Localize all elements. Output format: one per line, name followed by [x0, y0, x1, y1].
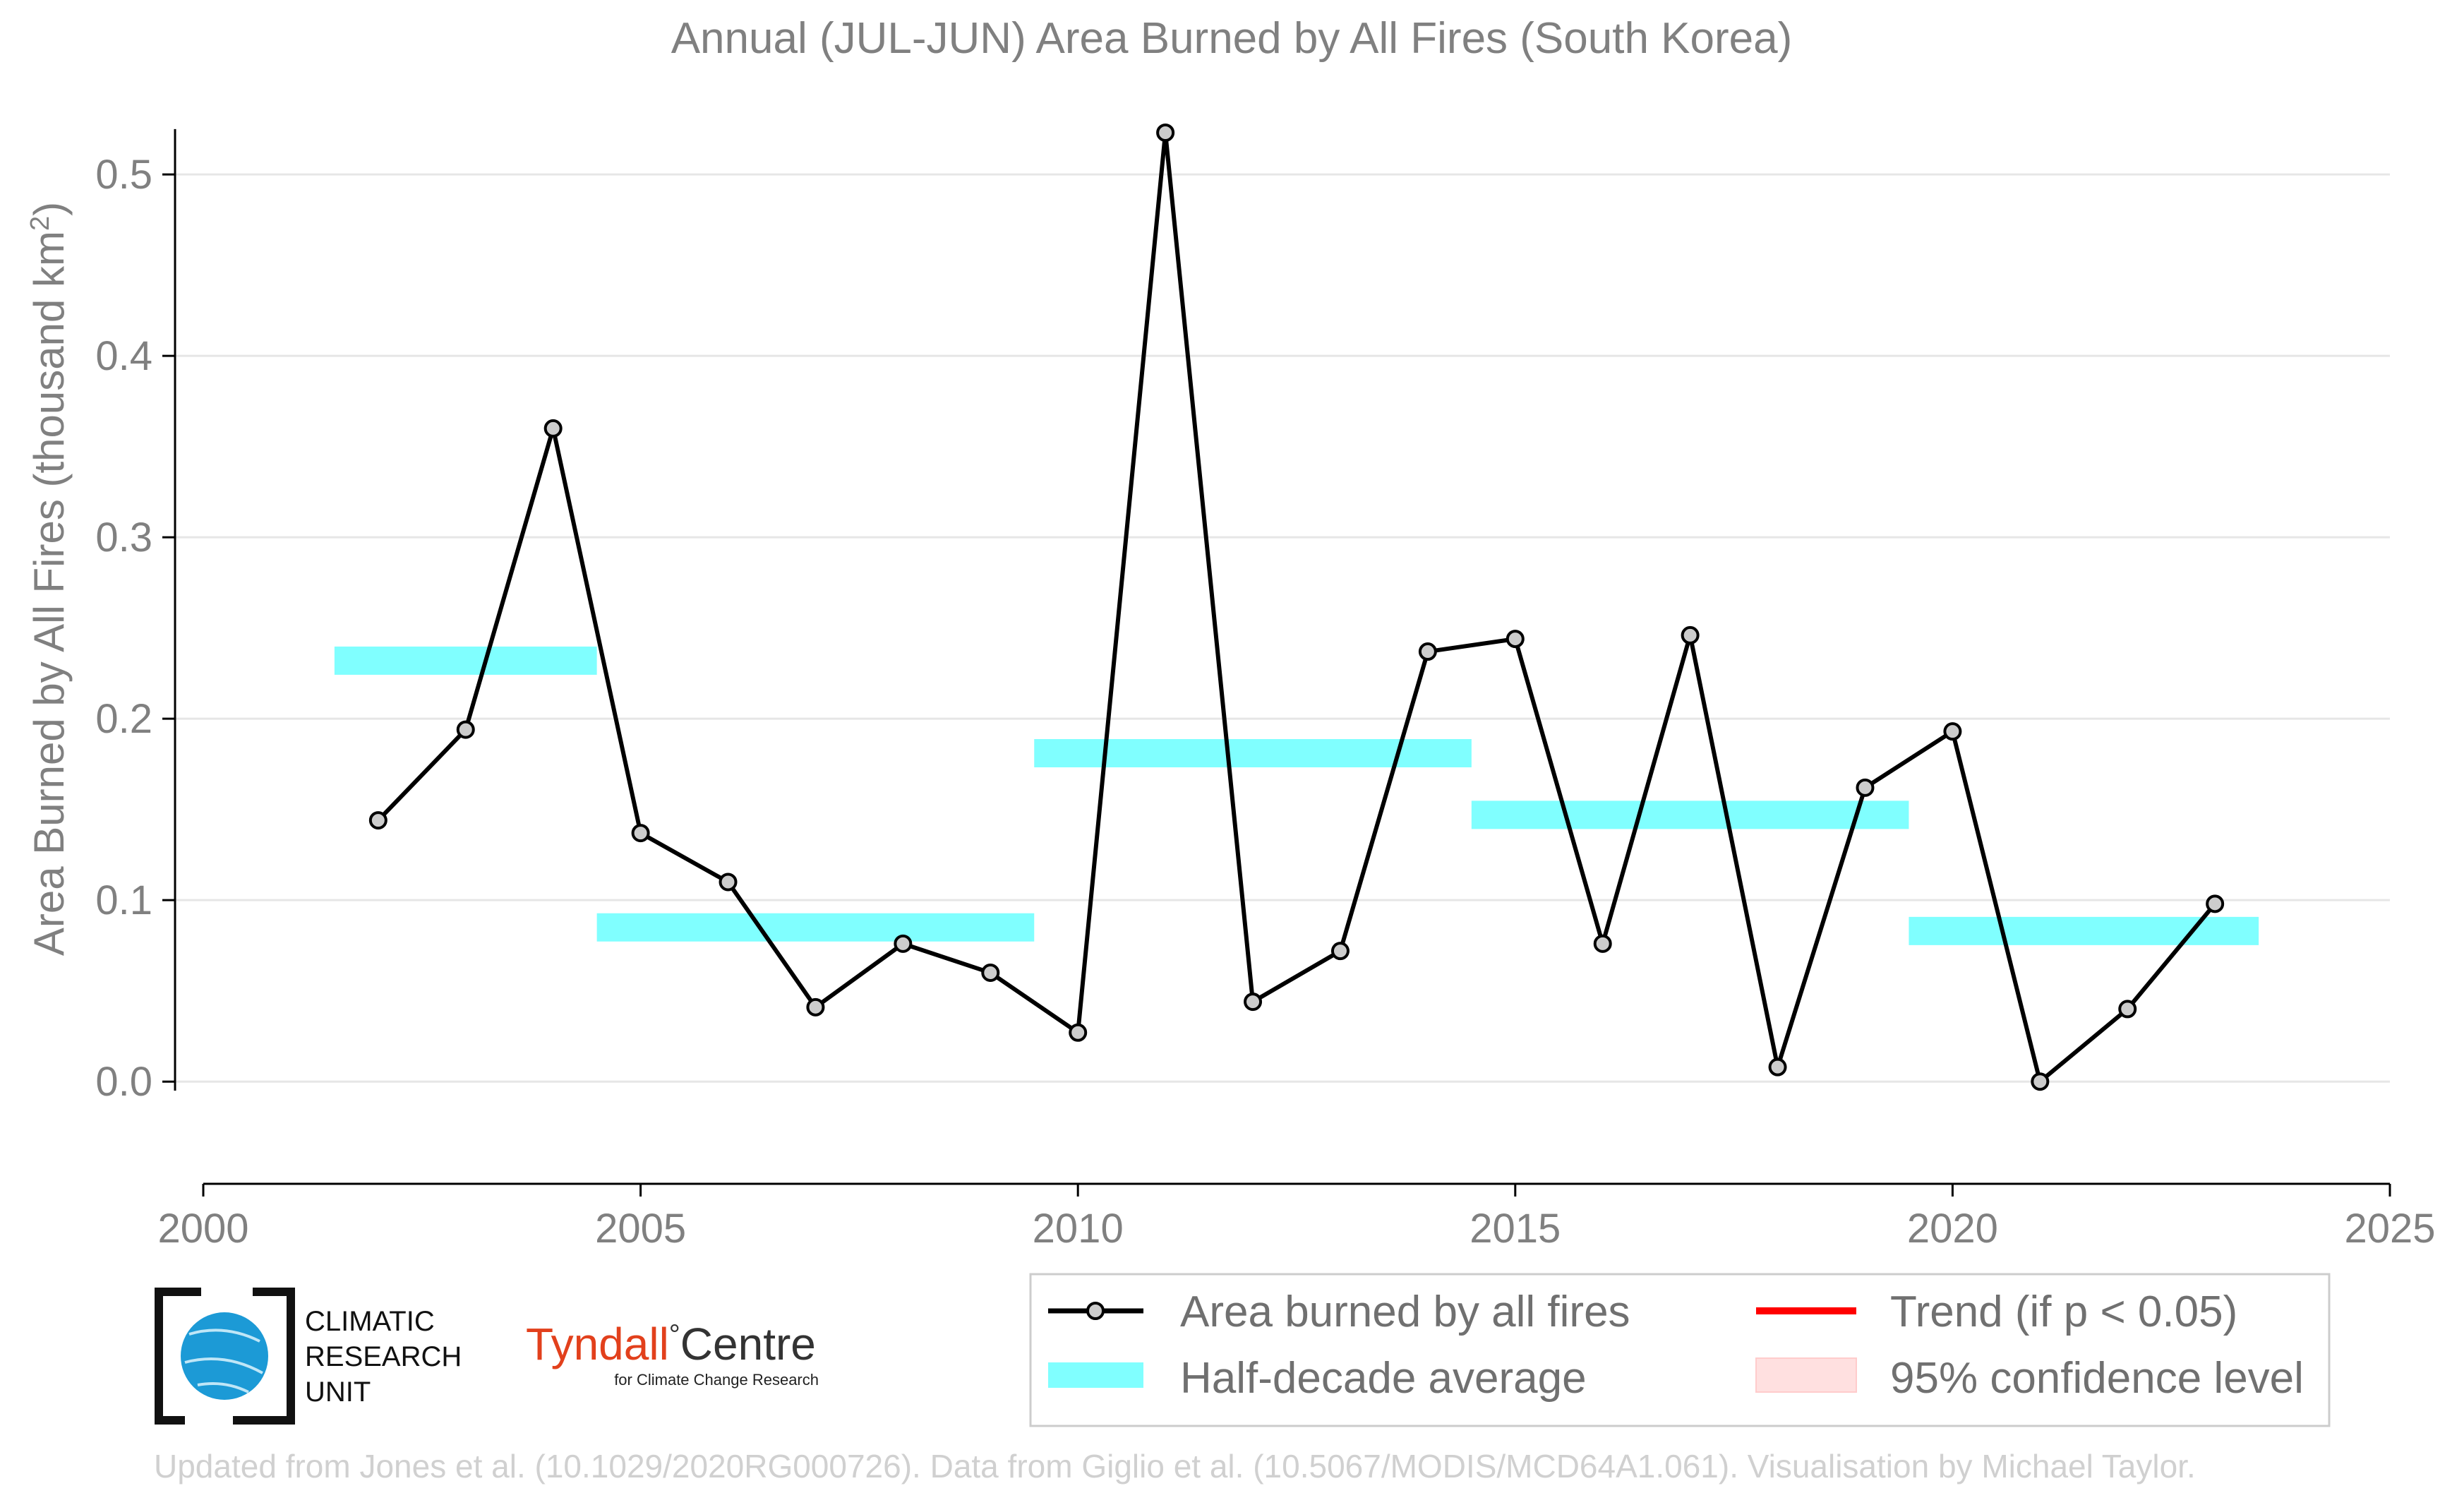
data-point-2011 — [1158, 125, 1173, 140]
tyndall-logo-degree: ° — [669, 1319, 680, 1350]
data-point-2002 — [371, 813, 386, 828]
grid-lines — [175, 174, 2390, 1081]
y-tick-label-3: 0.3 — [95, 515, 152, 560]
x-tick-label-0: 2000 — [157, 1206, 248, 1252]
legend-marker-area-burned — [1088, 1303, 1103, 1319]
cru-logo: CLIMATIC RESEARCH UNIT — [159, 1292, 462, 1420]
data-point-2003 — [458, 722, 474, 738]
x-axis: 2000 2005 2010 2015 2020 2025 — [157, 1184, 2435, 1252]
half-decade-bar-1 — [597, 913, 1035, 942]
x-tick-label-4: 2020 — [1907, 1206, 1998, 1252]
y-tick-label-0: 0.0 — [95, 1059, 152, 1105]
y-tick-label-2: 0.2 — [95, 696, 152, 742]
data-point-2007 — [807, 1000, 823, 1015]
y-axis-label-sup: 2 — [25, 216, 55, 231]
cru-logo-line-1: CLIMATIC — [305, 1306, 435, 1337]
cru-logo-line-3: UNIT — [305, 1377, 371, 1408]
data-point-2016 — [1595, 936, 1611, 952]
data-point-2005 — [633, 825, 649, 841]
data-point-2017 — [1683, 628, 1698, 643]
x-tick-label-5: 2025 — [2344, 1206, 2435, 1252]
y-tick-label-5: 0.5 — [95, 152, 152, 198]
legend-label-confidence: 95% confidence level — [1890, 1354, 2304, 1403]
tyndall-logo-main: Tyndall — [526, 1319, 669, 1369]
data-point-2018 — [1770, 1060, 1786, 1075]
chart-title: Annual (JUL-JUN) Area Burned by All Fire… — [671, 14, 1793, 63]
data-point-2023 — [2207, 896, 2223, 911]
data-point-2006 — [721, 874, 736, 889]
x-tick-label-3: 2015 — [1470, 1206, 1561, 1252]
legend: Area burned by all fires Trend (if p < 0… — [1030, 1274, 2329, 1426]
y-axis-label-main: Area Burned by All Fires (thousand km — [25, 231, 73, 956]
data-point-2013 — [1333, 943, 1348, 959]
data-point-2015 — [1508, 631, 1523, 647]
data-point-2009 — [982, 965, 998, 981]
tyndall-logo-wordmark: Tyndall°Centre — [526, 1319, 816, 1369]
legend-label-trend: Trend (if p < 0.05) — [1890, 1288, 2237, 1336]
x-tick-label-1: 2005 — [595, 1206, 686, 1252]
y-axis-label: Area Burned by All Fires (thousand km2) — [25, 202, 73, 956]
half-decade-bar-2 — [1034, 739, 1472, 767]
data-point-2008 — [895, 936, 911, 952]
tyndall-logo: Tyndall°Centre for Climate Change Resear… — [526, 1319, 819, 1389]
y-tick-label-1: 0.1 — [95, 877, 152, 923]
tyndall-logo-centre: Centre — [680, 1319, 816, 1369]
data-point-2020 — [1945, 724, 1960, 739]
legend-swatch-confidence — [1756, 1358, 1856, 1392]
cru-logo-line-2: RESEARCH — [305, 1341, 462, 1372]
data-point-2012 — [1245, 994, 1261, 1009]
y-tick-label-4: 0.4 — [95, 333, 152, 379]
data-point-2021 — [2032, 1074, 2048, 1089]
y-axis: 0.0 0.1 0.2 0.3 0.4 0.5 — [95, 129, 175, 1105]
legend-swatch-half-decade — [1048, 1362, 1143, 1388]
y-axis-label-suffix: ) — [25, 202, 73, 216]
data-point-2022 — [2120, 1001, 2135, 1017]
globe-icon — [181, 1312, 268, 1400]
data-point-2010 — [1070, 1025, 1086, 1041]
half-decade-bar-3 — [1472, 801, 1909, 829]
credit-text: Updated from Jones et al. (10.1029/2020R… — [154, 1448, 2196, 1485]
tyndall-logo-subtitle: for Climate Change Research — [614, 1371, 819, 1389]
half-decade-bar-0 — [335, 647, 597, 675]
legend-label-half-decade: Half-decade average — [1180, 1354, 1587, 1403]
legend-label-area-burned: Area burned by all fires — [1180, 1288, 1630, 1336]
data-point-2004 — [546, 421, 561, 436]
x-tick-label-2: 2010 — [1033, 1206, 1124, 1252]
half-decade-bar-4 — [1909, 917, 2259, 945]
data-point-2014 — [1420, 644, 1436, 659]
data-point-2019 — [1857, 780, 1873, 796]
